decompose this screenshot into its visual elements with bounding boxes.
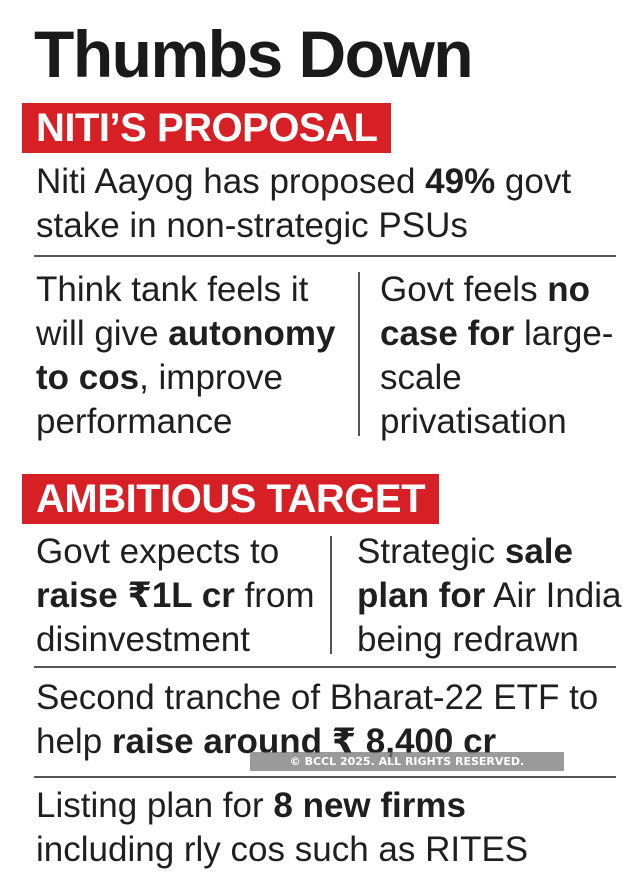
divider (34, 666, 616, 668)
column-divider (330, 536, 332, 654)
proposal-intro: Niti Aayog has proposed 49% govt stake i… (36, 162, 572, 245)
divider (34, 255, 616, 257)
listing-note: Listing plan for 8 new firms including r… (36, 786, 529, 869)
think-tank-note: Think tank feels it will give autonomy t… (36, 270, 336, 441)
column-divider (358, 272, 360, 436)
ambitious-target-banner: AMBITIOUS TARGET (22, 474, 440, 524)
page-title: Thumbs Down (34, 17, 474, 91)
govt-view-note: Govt feels no case for large- scale priv… (380, 270, 614, 441)
disinvestment-target: Govt expects to raise ₹1L cr from disinv… (36, 532, 315, 659)
divider (34, 776, 616, 778)
etf-note: Second tranche of Bharat-22 ETF to help … (36, 678, 599, 761)
niti-proposal-banner: NITI’S PROPOSAL (22, 103, 392, 153)
copyright-watermark: © BCCL 2025. ALL RIGHTS RESERVED. (250, 752, 564, 771)
air-india-note: Strategic sale plan for Air India being … (357, 532, 622, 659)
